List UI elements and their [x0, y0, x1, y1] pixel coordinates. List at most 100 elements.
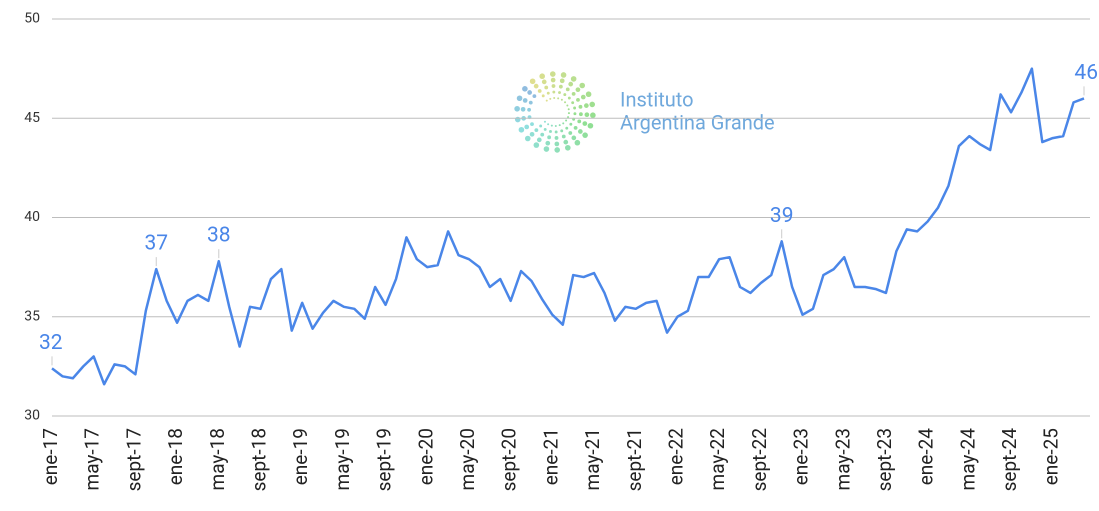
x-tick-label: may-20: [456, 428, 479, 490]
logo-dot: [541, 79, 547, 85]
data-label: 38: [207, 224, 231, 248]
logo-dot: [550, 124, 553, 127]
logo-dot: [580, 94, 586, 100]
y-tick-label: 45: [24, 110, 40, 126]
logo-dot: [544, 85, 549, 90]
logo-dot: [539, 124, 543, 128]
logo-dot: [545, 99, 548, 102]
data-label: 37: [144, 232, 168, 256]
logo-dot: [518, 126, 525, 133]
logo-dot: [554, 141, 560, 147]
logo-dot: [524, 135, 531, 142]
logo-dot: [528, 100, 533, 105]
logo-dot: [578, 104, 583, 109]
x-tick-label: ene-17: [39, 428, 62, 485]
logo-dot: [573, 112, 577, 116]
y-tick-label: 30: [24, 408, 40, 424]
logo-dot: [554, 147, 561, 153]
logo-dot: [573, 106, 577, 110]
logo-dot: [587, 122, 594, 129]
logo-dot: [551, 84, 556, 88]
logo-dot: [524, 124, 530, 130]
logo-dot: [577, 119, 582, 124]
logo-dot: [552, 90, 556, 94]
logo-dot: [537, 89, 542, 93]
logo-dot: [564, 101, 567, 104]
logo-dot: [568, 131, 573, 135]
y-tick-label: 35: [24, 308, 40, 324]
x-tick-label: sept-18: [248, 428, 271, 491]
logo-dot: [558, 91, 561, 94]
logo-dot: [558, 124, 561, 127]
logo-dot: [530, 122, 534, 127]
logo-dot: [529, 78, 536, 85]
logo-dot: [569, 122, 573, 126]
logo-dot: [571, 135, 577, 141]
logo-dot: [579, 112, 583, 117]
x-tick-label: may-19: [331, 428, 354, 490]
logo-dot: [540, 132, 545, 137]
data-line: [51, 67, 1085, 386]
logo-dot: [514, 116, 521, 123]
x-tick-label: may-24: [956, 428, 979, 491]
logo-dot: [584, 103, 589, 108]
logo-dot: [554, 130, 558, 134]
logo-dot: [565, 87, 570, 92]
logo-dot: [547, 135, 552, 140]
logo-dot: [565, 144, 571, 151]
logo-dot: [543, 127, 547, 131]
logo-dot: [520, 106, 526, 112]
logo-dot: [578, 129, 583, 134]
logo-dot: [574, 139, 581, 146]
watermark: Argentina Grande: [620, 110, 775, 134]
logo-dot: [532, 94, 537, 99]
x-tick-label: may-21: [581, 428, 604, 490]
logo-dot: [563, 93, 567, 97]
x-tick-label: ene-18: [164, 428, 187, 485]
logo-dot: [563, 139, 569, 145]
x-tick-label: ene-20: [414, 428, 437, 485]
logo-dot: [567, 112, 570, 115]
logo-dot: [571, 101, 575, 105]
x-tick-label: may-18: [206, 428, 229, 490]
x-tick-label: ene-23: [790, 428, 813, 485]
logo-dot: [541, 94, 545, 98]
x-tick-label: ene-24: [915, 428, 938, 486]
logo-dot: [589, 101, 596, 108]
logo-dot: [590, 112, 596, 119]
logo-dot: [559, 78, 565, 84]
x-tick-label: sept-22: [748, 428, 771, 491]
logo-dot: [567, 108, 570, 111]
logo-dot: [549, 71, 556, 77]
logo-dot: [554, 136, 559, 140]
x-tick-label: may-17: [81, 428, 104, 490]
logo-dot: [533, 142, 540, 148]
logo-dot: [560, 98, 563, 101]
x-tick-label: ene-25: [1040, 428, 1063, 485]
logo-dot: [560, 129, 564, 133]
logo-dot: [550, 77, 556, 83]
x-tick-label: sept-23: [873, 428, 896, 491]
logo-dot: [570, 76, 577, 82]
logo-dot: [545, 140, 551, 146]
data-label: 46: [1074, 61, 1098, 85]
logo-dot: [566, 104, 569, 107]
logo-dot: [546, 91, 550, 95]
data-label: 39: [770, 204, 794, 228]
logo-dot: [585, 91, 592, 98]
logo-dot: [579, 82, 586, 89]
logo-dot: [575, 87, 581, 93]
logo-dot: [565, 126, 569, 130]
logo-dot: [547, 123, 550, 126]
x-tick-label: may-23: [831, 428, 854, 490]
logo-dot: [571, 91, 576, 96]
logo-dot: [536, 137, 542, 143]
logo-dot: [527, 90, 532, 95]
logo-dot: [534, 128, 539, 133]
logo-dot: [549, 97, 552, 100]
logo-dot: [567, 116, 570, 119]
logo-dot: [522, 86, 528, 92]
logo-dots: [514, 71, 596, 153]
x-tick-label: sept-20: [498, 428, 521, 491]
